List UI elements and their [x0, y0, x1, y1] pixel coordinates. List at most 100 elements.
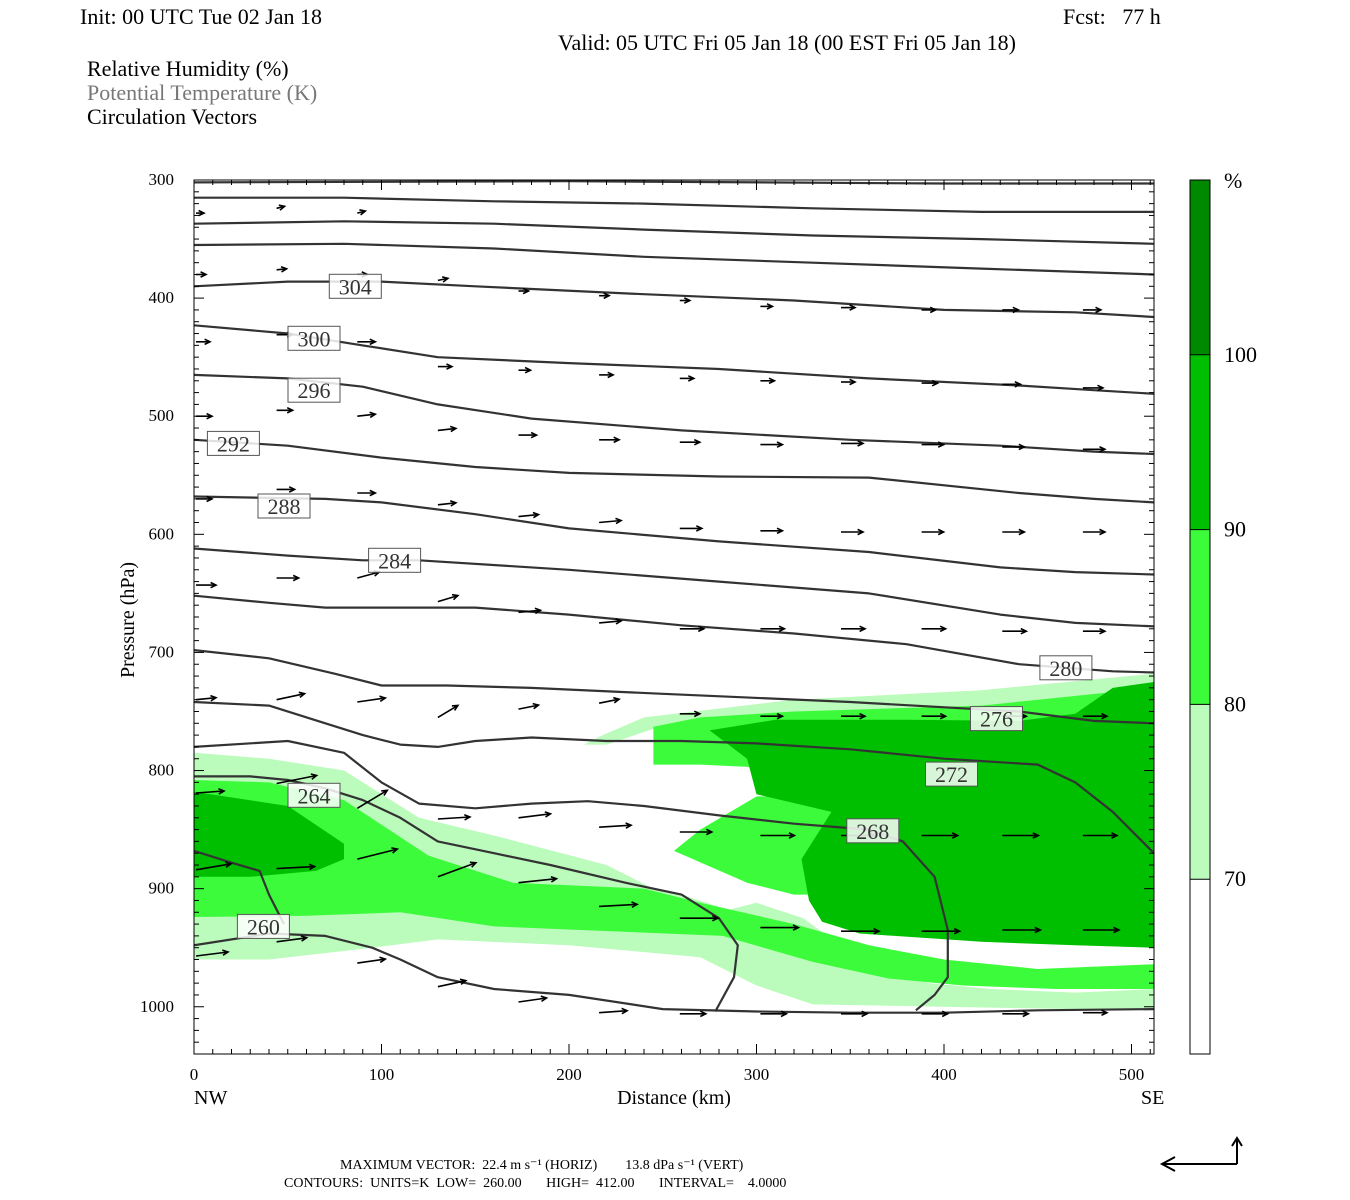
theta-label-280: 280 [1039, 655, 1093, 681]
theta-label-264: 264 [287, 782, 341, 808]
circulation-vector [357, 411, 378, 419]
colorbar-swatch [1190, 354, 1210, 530]
circulation-vector [598, 696, 621, 704]
circulation-vector [1002, 306, 1021, 314]
svg-text:300: 300 [298, 326, 331, 351]
circulation-vector [276, 265, 289, 273]
colorbar-swatch [1190, 704, 1210, 880]
x-axis-title: Distance (km) [617, 1087, 731, 1109]
init-time: Init: 00 UTC Tue 02 Jan 18 [80, 4, 323, 29]
circulation-vector [599, 436, 621, 444]
theta-contour-304 [194, 180, 1154, 185]
theta-label-296: 296 [287, 377, 341, 403]
circulation-vector [518, 702, 541, 710]
circulation-vector [599, 822, 633, 829]
circulation-vector [437, 704, 460, 719]
svg-text:296: 296 [298, 378, 331, 403]
svg-text:304: 304 [339, 274, 372, 299]
circulation-vector [841, 625, 867, 633]
circulation-vector [437, 425, 458, 433]
theta-contour-288 [194, 495, 1154, 576]
circulation-vector [760, 303, 775, 310]
colorbar-label: 90 [1224, 517, 1246, 542]
colorbar-label: 100 [1224, 342, 1257, 367]
circulation-vector [679, 828, 714, 836]
circulation-vector [679, 710, 702, 718]
circulation-vector [1082, 712, 1109, 720]
theta-contour-272 [194, 700, 1154, 854]
circulation-vector [921, 625, 948, 633]
circulation-vector [760, 1010, 789, 1018]
theta-contour-304 [194, 280, 1154, 319]
circulation-vector [196, 581, 218, 589]
y-tick-label: 700 [149, 642, 175, 661]
circulation-vector [599, 901, 639, 908]
theta-contour-268 [194, 739, 949, 1012]
theta-contour-280 [194, 594, 1154, 674]
circulation-vector [1002, 832, 1041, 839]
y-tick-label: 900 [149, 879, 175, 898]
theta-label-284: 284 [368, 547, 422, 573]
colorbar-swatch [1190, 529, 1210, 705]
circulation-vector [1082, 384, 1105, 392]
theta-label-288: 288 [257, 493, 311, 519]
circulation-vector [841, 440, 865, 447]
circulation-vector [195, 788, 226, 795]
x-tick-label: 400 [931, 1065, 957, 1084]
colorbar-label: 70 [1224, 866, 1246, 891]
circulation-vector [599, 618, 623, 625]
field-rh: Relative Humidity (%) [87, 56, 289, 81]
circulation-vector [921, 832, 960, 839]
circulation-vector [276, 863, 317, 871]
circulation-vector [357, 338, 378, 346]
circulation-vector [276, 935, 309, 943]
circulation-vector [195, 949, 230, 957]
circulation-vector [437, 813, 472, 821]
circulation-vector [921, 441, 946, 448]
y-tick-label: 300 [149, 170, 175, 189]
circulation-vector [518, 811, 553, 819]
max-vector-note: MAXIMUM VECTOR: 22.4 m s⁻¹ (HORIZ) 13.8 … [340, 1158, 744, 1173]
theta-contour-292 [194, 438, 1154, 504]
theta-label-300: 300 [287, 325, 341, 351]
circulation-vector [599, 517, 623, 525]
circulation-vector [760, 712, 785, 720]
circulation-vector [357, 489, 378, 497]
x-tick-label: 0 [190, 1065, 199, 1084]
theta-label-292: 292 [206, 430, 260, 456]
circulation-vector [841, 378, 857, 386]
forecast-hour: Fcst: 77 h [1063, 4, 1161, 29]
circulation-vector [356, 789, 389, 809]
circulation-vector [760, 832, 797, 839]
circulation-vector [921, 306, 938, 314]
circulation-vector [276, 406, 295, 414]
circulation-vector [1082, 926, 1121, 934]
circulation-vector [437, 500, 458, 507]
theta-contour-304 [194, 196, 1154, 213]
circulation-vector [841, 1010, 869, 1018]
y-tick-label: 600 [149, 524, 175, 543]
svg-text:268: 268 [856, 819, 889, 844]
colorbar-frame [1189, 179, 1211, 1055]
x-tick-label: 200 [556, 1065, 582, 1084]
svg-text:284: 284 [378, 548, 411, 573]
circulation-vector [357, 695, 388, 703]
circulation-vector [599, 292, 611, 300]
circulation-vector [760, 924, 801, 931]
circulation-vector [679, 438, 702, 446]
circulation-vector [679, 625, 706, 633]
circulation-vector [195, 861, 233, 871]
circulation-vector [518, 431, 539, 439]
svg-text:280: 280 [1049, 656, 1082, 681]
reference-vector-icon [1159, 1136, 1243, 1172]
theta-label-268: 268 [846, 818, 900, 844]
circulation-vector [921, 1010, 950, 1018]
svg-text:288: 288 [268, 494, 301, 519]
circulation-vector [679, 525, 704, 532]
nw-label: NW [194, 1087, 227, 1109]
circulation-vector [1082, 528, 1107, 536]
theta-label-304: 304 [328, 273, 382, 299]
circulation-vector [841, 712, 867, 720]
valid-time: Valid: 05 UTC Fri 05 Jan 18 (00 EST Fri … [558, 30, 1016, 55]
